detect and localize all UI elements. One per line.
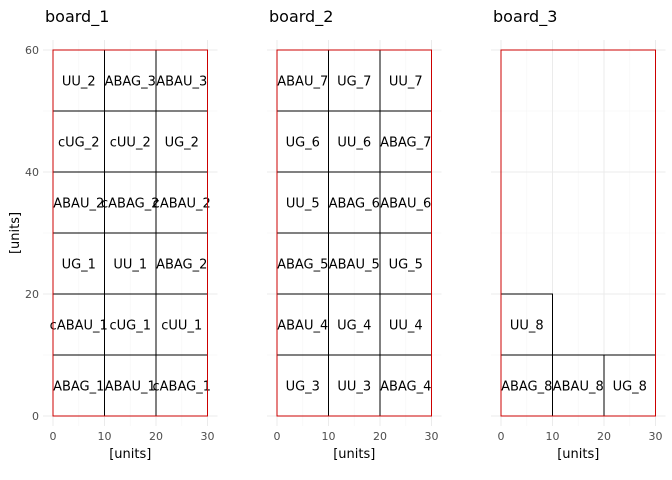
cell-label: ABAG_6 (329, 197, 380, 212)
x-tick-label: 20 (149, 430, 163, 443)
cell-label: UG_5 (389, 258, 423, 273)
x-tick-label: 10 (98, 430, 112, 443)
x-tick-label: 0 (274, 430, 281, 443)
cell-label: ABAU_1 (105, 380, 156, 395)
x-tick-label: 30 (649, 430, 663, 443)
cell-label: ABAG_4 (380, 380, 431, 395)
x-tick-label: 30 (425, 430, 439, 443)
board-outline-top (52, 49, 208, 417)
cell-label: UU_5 (286, 197, 320, 212)
cell-label: UU_6 (337, 136, 371, 151)
y-tick-label: 0 (32, 410, 39, 423)
y-tick-label: 20 (25, 288, 39, 301)
cell-label: ABAU_5 (329, 258, 380, 273)
x-axis-label: [units] (333, 447, 375, 462)
cell-label: UG_7 (337, 75, 371, 90)
cell-label: ABAU_7 (277, 75, 328, 90)
cell-label: UG_4 (337, 319, 371, 334)
panel-title: board_3 (493, 7, 557, 27)
cell-label: cABAG_1 (153, 380, 211, 395)
cell-label: UG_3 (286, 380, 320, 395)
cell-label: cABAG_2 (101, 197, 159, 212)
x-axis-label: [units] (109, 447, 151, 462)
cell-label: UG_8 (613, 380, 647, 395)
panel-title: board_2 (269, 7, 333, 27)
x-tick-label: 20 (373, 430, 387, 443)
cell-label: ABAU_4 (277, 319, 328, 334)
cell-label: ABAG_1 (53, 380, 104, 395)
y-axis-label: [units] (8, 212, 23, 254)
cell-label: ABAU_6 (380, 197, 431, 212)
x-tick-label: 10 (546, 430, 560, 443)
cell-label: cUU_1 (161, 319, 202, 334)
cell-label: cUG_1 (109, 319, 151, 334)
x-tick-label: 10 (322, 430, 336, 443)
cell-label: UG_2 (165, 136, 199, 151)
cell-label: ABAG_5 (277, 258, 328, 273)
x-tick-label: 30 (201, 430, 215, 443)
cell-label: ABAG_7 (380, 136, 431, 151)
x-tick-label: 20 (597, 430, 611, 443)
cell-label: ABAG_2 (156, 258, 207, 273)
cell-label: cABAU_2 (153, 197, 211, 212)
cell-label: ABAG_8 (501, 380, 552, 395)
x-axis-label: [units] (557, 447, 599, 462)
cell-label: UG_1 (62, 258, 96, 273)
cell-label: UU_2 (62, 75, 96, 90)
board-outline-top (276, 49, 432, 417)
cell-label: ABAU_2 (53, 197, 104, 212)
board-outline-top (500, 49, 656, 417)
cell-label: cUG_2 (58, 136, 100, 151)
cell-label: UU_7 (389, 75, 423, 90)
cell-label: ABAU_8 (553, 380, 604, 395)
x-tick-label: 0 (50, 430, 57, 443)
y-tick-label: 60 (25, 44, 39, 57)
cell-label: ABAU_3 (156, 75, 207, 90)
cell-label: cUU_2 (110, 136, 151, 151)
cell-label: UU_4 (389, 319, 423, 334)
y-tick-label: 40 (25, 166, 39, 179)
cell-label: UG_6 (286, 136, 320, 151)
cell-label: ABAG_3 (105, 75, 156, 90)
cell-label: cABAU_1 (50, 319, 108, 334)
panel-title: board_1 (45, 7, 109, 27)
cell-label: UU_1 (113, 258, 147, 273)
x-tick-label: 0 (498, 430, 505, 443)
cell-label: UU_8 (510, 319, 544, 334)
cell-label: UU_3 (337, 380, 371, 395)
